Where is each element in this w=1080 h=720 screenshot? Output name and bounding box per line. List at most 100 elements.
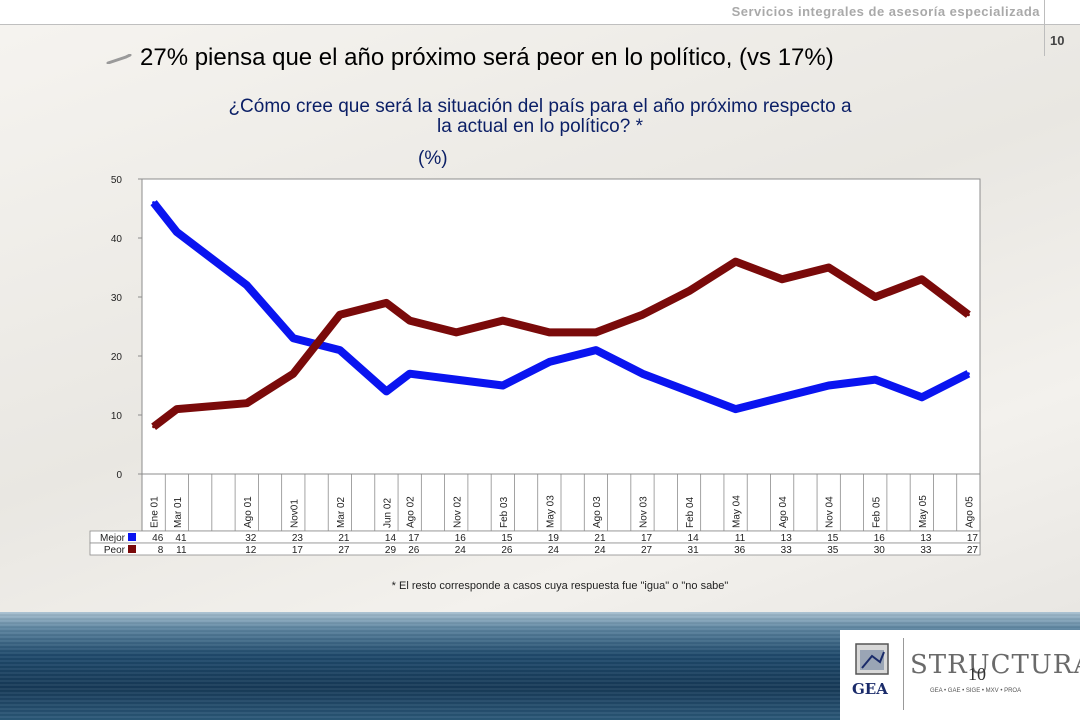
- y-tick-label: 50: [111, 175, 123, 186]
- category-label: May 03: [545, 495, 556, 528]
- data-value-label: 16: [455, 533, 467, 544]
- unit-label: (%): [418, 148, 448, 169]
- data-value-label: 24: [548, 545, 560, 556]
- data-point: [780, 395, 784, 399]
- data-value-label: 21: [338, 533, 350, 544]
- data-point: [152, 201, 156, 205]
- data-value-label: 35: [827, 545, 839, 556]
- data-point: [547, 360, 551, 364]
- data-point: [501, 384, 505, 387]
- legend-label: Peor: [104, 545, 126, 556]
- data-point: [501, 319, 505, 323]
- footnote: * El resto corresponde a casos cuya resp…: [391, 580, 729, 592]
- data-value-label: 27: [338, 545, 350, 556]
- category-label: Nov 04: [825, 496, 836, 528]
- data-value-label: 24: [594, 545, 606, 556]
- data-value-label: 17: [967, 533, 979, 544]
- data-value-label: 29: [385, 545, 397, 556]
- data-point: [338, 313, 342, 317]
- y-tick-label: 0: [116, 470, 122, 481]
- line-chart: 0 10 20 30 40 50 Ene 01 Mar 01 Ago 01 Nov01 Mar 02…: [89, 175, 981, 556]
- data-value-label: 13: [920, 533, 932, 544]
- y-tick-label: 10: [111, 411, 123, 422]
- data-point: [780, 277, 784, 281]
- data-point: [640, 372, 644, 376]
- table-row: [89, 530, 981, 544]
- legend-swatch: [128, 533, 136, 541]
- data-point: [454, 330, 458, 334]
- data-value-label: 23: [292, 533, 304, 544]
- data-value-label: 12: [245, 545, 257, 556]
- data-point: [454, 378, 458, 382]
- logo-divider: [903, 638, 904, 710]
- category-label: Ago 01: [243, 496, 254, 528]
- legend-swatch: [128, 545, 136, 553]
- category-label: Ago 02: [406, 496, 417, 528]
- data-value-label: 17: [292, 545, 304, 556]
- page-number: 10: [1050, 33, 1065, 48]
- data-point: [338, 348, 342, 352]
- data-point: [547, 330, 551, 334]
- data-value-label: 14: [385, 533, 397, 544]
- y-tick-label: 20: [111, 352, 123, 363]
- plot-area: [141, 178, 981, 475]
- data-value-label: 27: [641, 545, 653, 556]
- category-label: Mar 02: [336, 496, 347, 528]
- data-value-label: 17: [641, 533, 653, 544]
- data-value-label: 46: [152, 533, 164, 544]
- category-label: Jun 02: [382, 498, 393, 528]
- data-value-label: 14: [688, 533, 700, 544]
- data-value-label: 33: [920, 545, 932, 556]
- title-bullet-icon: [106, 54, 132, 64]
- category-label: May 05: [918, 495, 929, 528]
- data-point: [291, 372, 295, 376]
- data-value-label: 11: [735, 533, 746, 544]
- data-point: [734, 260, 738, 264]
- data-point: [408, 319, 412, 323]
- footer-page-number: 10: [968, 664, 986, 684]
- data-point: [873, 378, 877, 382]
- data-point: [245, 401, 249, 405]
- y-tick-label: 40: [111, 234, 123, 245]
- data-point: [873, 295, 877, 299]
- data-point: [920, 277, 924, 281]
- data-point: [175, 407, 179, 411]
- category-label: Mar 01: [173, 496, 184, 528]
- question-line-2: la actual en lo político? *: [437, 116, 643, 137]
- data-point: [966, 313, 970, 317]
- slide-title: 27% piensa que el año próximo será peor …: [140, 44, 834, 71]
- data-value-label: 17: [408, 533, 420, 544]
- data-point: [687, 389, 691, 393]
- data-point: [291, 336, 295, 340]
- category-label: Ago 04: [778, 496, 789, 528]
- company-tagline: Servicios integrales de asesoría especia…: [731, 4, 1040, 19]
- data-value-label: 26: [408, 545, 420, 556]
- data-point: [966, 372, 970, 376]
- data-point: [152, 425, 156, 429]
- header-divider: [1044, 0, 1045, 56]
- data-value-label: 36: [734, 545, 746, 556]
- category-label: Feb 03: [499, 496, 510, 528]
- y-tick-label: 30: [111, 293, 123, 304]
- data-value-label: 19: [548, 533, 560, 544]
- data-value-label: 33: [781, 545, 793, 556]
- data-value-label: 31: [688, 545, 700, 556]
- data-point: [827, 266, 831, 269]
- data-value-label: 8: [158, 545, 164, 556]
- data-point: [920, 395, 924, 399]
- data-point: [245, 283, 249, 287]
- legend-label: Mejor: [100, 533, 126, 544]
- data-value-label: 16: [874, 533, 886, 544]
- data-value-label: 21: [594, 533, 606, 544]
- data-value-label: 27: [967, 545, 979, 556]
- data-value-label: 13: [781, 533, 793, 544]
- data-point: [594, 330, 598, 334]
- data-point: [384, 301, 388, 305]
- category-label: Nov 03: [638, 496, 649, 528]
- question-line-1: ¿Cómo cree que será la situación del paí…: [228, 96, 852, 117]
- category-label: Ene 01: [150, 496, 161, 528]
- data-point: [640, 313, 644, 317]
- gea-logo-text: GEA: [852, 680, 888, 698]
- survey-question: ¿Cómo cree que será la situación del paí…: [0, 97, 1080, 137]
- data-value-label: 15: [827, 533, 839, 544]
